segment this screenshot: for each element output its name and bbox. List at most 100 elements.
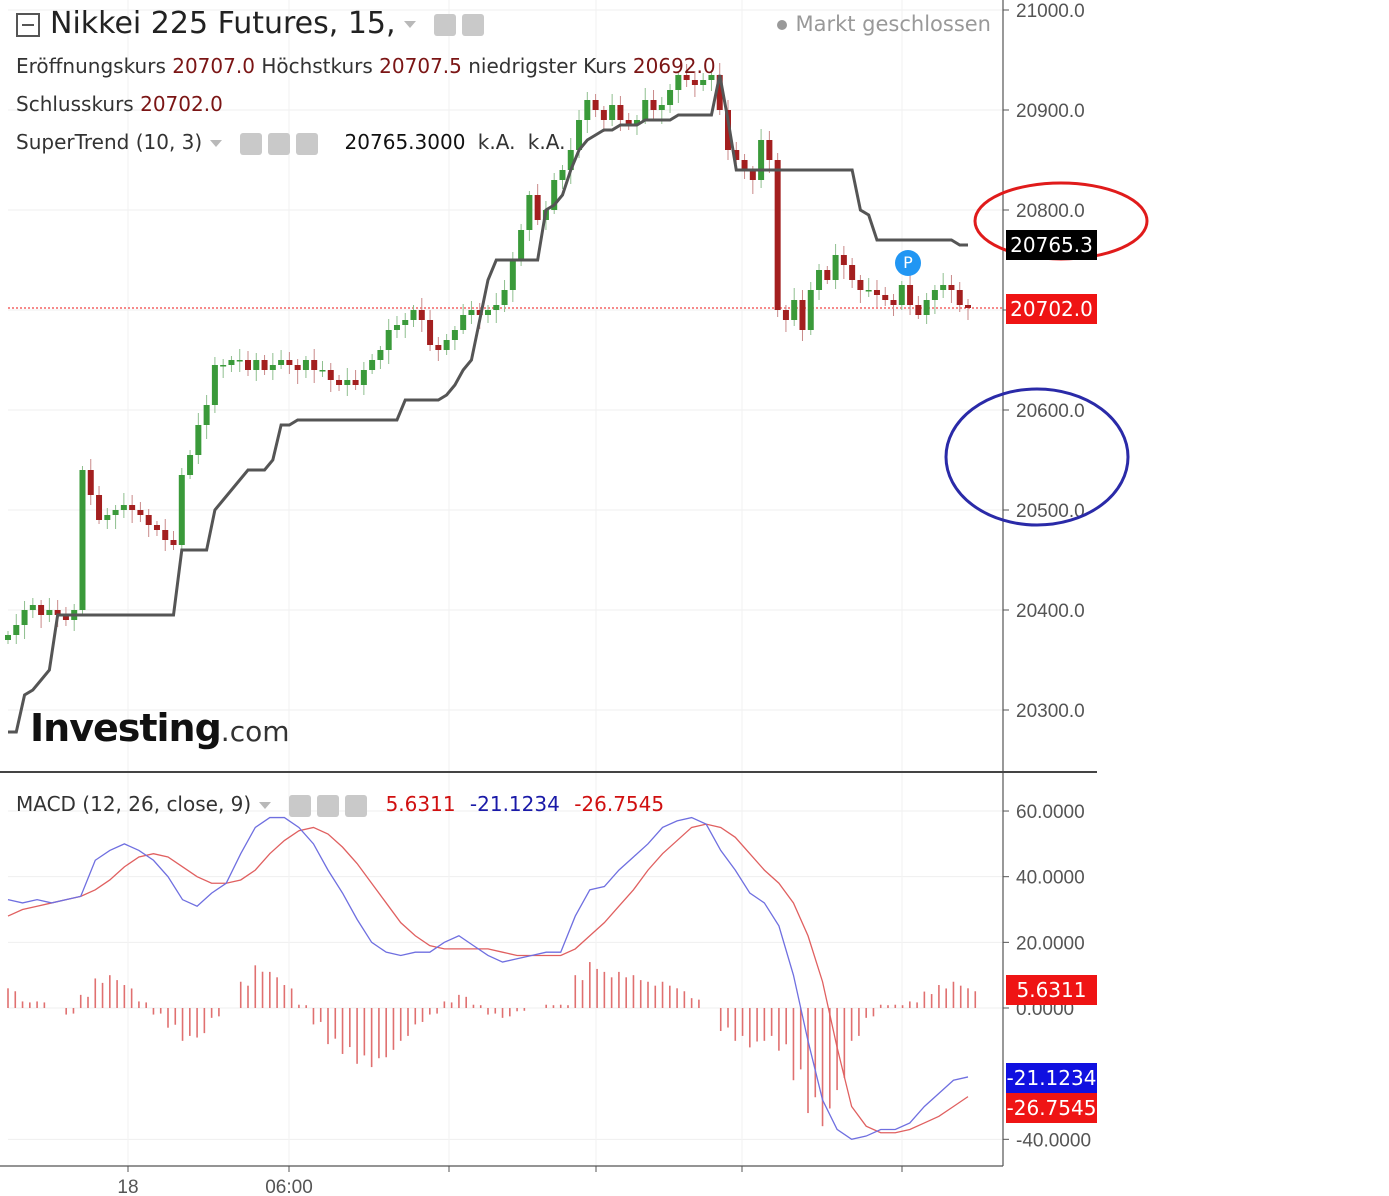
candle-body: [344, 380, 351, 385]
candle-body: [675, 75, 682, 90]
candle-body: [584, 100, 591, 120]
chevron-down-icon[interactable]: [259, 802, 272, 809]
grid-lines: [8, 0, 1003, 1166]
candle-body: [236, 360, 243, 362]
candle-body: [749, 170, 756, 180]
x-tick-label: 06:00: [265, 1177, 313, 1196]
candle-body: [451, 330, 458, 340]
candle-body: [915, 305, 922, 315]
candle-body: [87, 470, 94, 495]
candle-body: [120, 505, 127, 510]
candle-body: [294, 365, 301, 370]
macd-signal-badge: -26.7545: [1006, 1093, 1097, 1123]
macd-hist-value: 5.6311: [385, 792, 456, 816]
y-tick-label: 40.0000: [1016, 868, 1085, 889]
macd-label[interactable]: MACD (12, 26, close, 9): [16, 792, 252, 816]
close-value: 20702.0: [140, 92, 223, 116]
candle-body: [352, 380, 359, 385]
close-label: Schlusskurs: [16, 92, 134, 116]
macd-legend: MACD (12, 26, close, 9) 5.6311 -21.1234 …: [16, 792, 664, 817]
supertrend-line: [8, 74, 968, 734]
candle-body: [385, 330, 392, 350]
y-tick-label: 20600.0: [1016, 401, 1085, 422]
candle-body: [410, 310, 417, 320]
collapse-icon[interactable]: [16, 12, 40, 37]
candle-body: [427, 320, 434, 345]
candle-body: [625, 120, 632, 125]
candle-body: [965, 305, 971, 308]
candle-body: [667, 90, 674, 105]
open-value: 20707.0: [172, 54, 255, 78]
candle-body: [956, 290, 963, 305]
candle-body: [923, 300, 930, 315]
candle-body: [799, 300, 806, 330]
candle-body: [178, 475, 185, 545]
close-icon[interactable]: [296, 132, 319, 155]
open-label: Eröffnungskurs: [16, 54, 166, 78]
candle-body: [228, 360, 235, 365]
gear-icon[interactable]: [268, 132, 291, 155]
eye-icon[interactable]: [433, 13, 456, 36]
candle-body: [302, 360, 309, 370]
macd-signal-line: [7, 823, 969, 1134]
candle-body: [725, 110, 731, 150]
candle-body: [509, 260, 516, 290]
supertrend-value: 20765.3000: [344, 130, 466, 154]
candle-body: [708, 75, 715, 80]
candle-body: [882, 295, 889, 300]
low-label: niedrigster Kurs: [468, 54, 627, 78]
candle-body: [286, 360, 293, 365]
candle-body: [253, 360, 260, 370]
candle-body: [96, 495, 103, 520]
candle-body: [898, 285, 905, 305]
last-price-badge: 20702.0: [1006, 294, 1097, 324]
candle-body: [716, 75, 723, 110]
candle-body: [54, 610, 61, 615]
candle-body: [79, 470, 86, 610]
candle-body: [741, 160, 748, 170]
eye-icon[interactable]: [240, 132, 263, 155]
y-tick-label: 20900.0: [1016, 101, 1085, 122]
candle-body: [609, 105, 616, 120]
macd-pane: [7, 816, 977, 1141]
candle-body: [782, 310, 789, 320]
blue-annotation-circle: [944, 387, 1130, 527]
supertrend-label[interactable]: SuperTrend (10, 3): [16, 130, 203, 154]
chevron-down-icon[interactable]: [210, 140, 223, 147]
gear-icon[interactable]: [461, 13, 484, 36]
candle-body: [220, 365, 227, 367]
high-value: 20707.5: [379, 54, 462, 78]
candle-body: [832, 255, 839, 280]
candle-body: [203, 405, 210, 425]
eye-icon[interactable]: [289, 794, 312, 817]
close-icon[interactable]: [345, 794, 368, 817]
candle-body: [733, 150, 740, 160]
candle-body: [211, 365, 218, 405]
macd-line: [7, 816, 969, 1141]
candle-body: [245, 360, 251, 370]
macd-hist-badge: 5.6311: [1006, 975, 1097, 1005]
candle-body: [278, 360, 285, 365]
candle-body: [418, 310, 425, 320]
candle-body: [46, 610, 53, 615]
candle-body: [468, 310, 475, 315]
investing-logo: Investing.com: [30, 706, 290, 750]
candle-body: [658, 105, 665, 110]
close-row: Schlusskurs 20702.0: [16, 92, 223, 116]
candle-body: [600, 110, 607, 120]
candle-body: [62, 615, 69, 620]
candle-body: [683, 75, 690, 80]
low-value: 20692.0: [632, 54, 716, 78]
chevron-down-icon[interactable]: [403, 21, 416, 28]
candle-body: [476, 310, 483, 315]
candle-body: [137, 510, 144, 515]
candle-body: [849, 265, 856, 280]
candle-body: [766, 140, 773, 160]
candle-body: [360, 370, 367, 385]
gear-icon[interactable]: [317, 794, 340, 817]
ohlc-row: Eröffnungskurs 20707.0 Höchstkurs 20707.…: [16, 54, 716, 78]
candle-body: [551, 180, 558, 210]
candle-body: [633, 120, 640, 125]
p-marker-icon[interactable]: P: [895, 250, 921, 276]
